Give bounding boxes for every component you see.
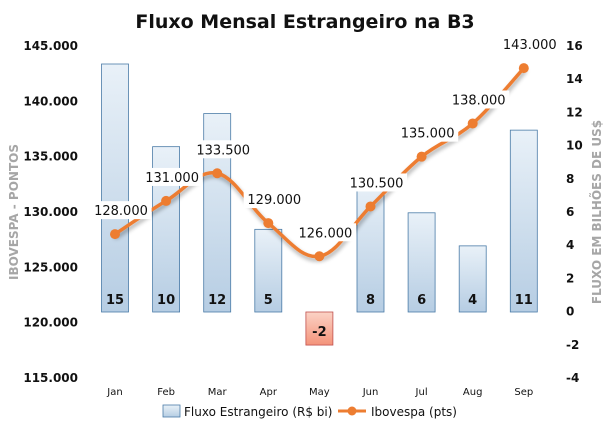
y-right-tick-label: 16 [566, 39, 583, 53]
y-axis-left-title: IBOVESPA - PONTOS [7, 144, 21, 280]
line-marker [365, 201, 376, 212]
legend-label-bar: Fluxo Estrangeiro (R$ bi) [184, 405, 332, 419]
bar [254, 228, 283, 313]
bar-value-label: 10 [157, 293, 175, 308]
line-marker [416, 151, 427, 162]
bar-negative [305, 311, 334, 346]
line-value-label: 128.000 [94, 204, 148, 219]
bar-value-label: -2 [312, 325, 326, 340]
line-marker [467, 118, 478, 129]
y-right-tick-label: 2 [566, 271, 574, 285]
y-right-tick-label: -2 [566, 338, 579, 352]
line-marker [263, 218, 274, 229]
y-right-tick-label: 4 [566, 238, 574, 252]
line-label-background [141, 167, 203, 186]
line-value-label: 135.000 [401, 127, 455, 142]
line-label-background [345, 173, 408, 192]
x-tick-label: May [309, 387, 330, 398]
line-value-label: 131.000 [145, 171, 199, 186]
legend-label-line: Ibovespa (pts) [371, 405, 457, 419]
line-label-background [243, 190, 305, 209]
y-right-tick-label: 0 [566, 305, 574, 319]
line-label-background [448, 90, 510, 109]
line-marker [518, 63, 529, 74]
y-right-tick-label: 14 [566, 72, 583, 86]
legend-swatch-marker [347, 406, 357, 416]
line-label-background [294, 223, 357, 242]
bar-value-label: 4 [468, 293, 477, 308]
y-right-tick-label: 12 [566, 105, 583, 119]
y-right-tick-label: 10 [566, 139, 583, 153]
y-left-tick-label: 135.000 [23, 150, 78, 164]
y-left-tick-label: 145.000 [23, 39, 78, 53]
x-tick-label: Jul [415, 387, 428, 398]
bar-value-label: 5 [264, 293, 273, 308]
y-right-tick-label: 6 [566, 205, 574, 219]
line-marker [212, 168, 223, 179]
line-label-background [499, 35, 561, 54]
x-tick-label: Jun [362, 387, 379, 398]
bar [407, 212, 436, 313]
x-tick-label: Sep [514, 387, 533, 398]
y-left-tick-label: 130.000 [23, 205, 78, 219]
line-value-label: 138.000 [452, 93, 506, 108]
legend-swatch-bar [162, 404, 181, 418]
x-axis-ticks: Jan Feb Mar Apr May Jun Jul Aug Sep [106, 387, 533, 398]
bar [458, 245, 487, 313]
line-label-background [90, 201, 152, 220]
y-axis-right-ticks: -4 -2 0 2 4 6 8 10 12 14 16 [566, 39, 583, 385]
line-label-background [396, 123, 459, 142]
y-right-tick-label: -4 [566, 371, 579, 385]
y-axis-right-title: FLUXO EM BILHÕES DE US$ [589, 120, 604, 304]
x-tick-label: Aug [463, 387, 483, 398]
line-value-label: 133.500 [196, 143, 250, 158]
x-tick-label: Jan [106, 387, 122, 398]
y-left-tick-label: 115.000 [23, 371, 78, 385]
line-marker [314, 251, 325, 262]
legend: Fluxo Estrangeiro (R$ bi) Ibovespa (pts) [162, 404, 457, 419]
line-series: 128.000 131.000 133.500 129.000 126.000 130.5… [90, 35, 561, 262]
bar [101, 63, 129, 313]
line-label-background [192, 140, 254, 159]
bar-value-label: 15 [106, 293, 124, 308]
y-left-tick-label: 125.000 [23, 260, 78, 274]
bar-value-label: 8 [366, 293, 375, 308]
bar-value-label: 6 [417, 293, 426, 308]
bar-series: 15 10 12 5 -2 8 6 4 11 [101, 63, 538, 346]
line-marker [161, 195, 172, 206]
line-value-label: 143.000 [503, 38, 557, 53]
bar [509, 129, 538, 313]
x-tick-label: Feb [157, 387, 175, 398]
bar-value-label: 12 [208, 293, 226, 308]
line-value-label: 126.000 [299, 226, 353, 241]
y-left-tick-label: 120.000 [23, 316, 78, 330]
x-tick-label: Apr [260, 387, 278, 398]
bar-value-label: 11 [515, 293, 533, 308]
y-right-tick-label: 8 [566, 172, 574, 186]
y-left-tick-label: 140.000 [23, 94, 78, 108]
line-value-label: 130.500 [350, 176, 404, 191]
x-tick-label: Mar [208, 387, 228, 398]
line-marker [110, 229, 120, 240]
y-axis-left-ticks: 115.000 120.000 125.000 130.000 135.000 140.0… [23, 39, 78, 385]
line-value-label: 129.000 [247, 193, 301, 208]
chart-title: Fluxo Mensal Estrangeiro na B3 [135, 11, 474, 33]
